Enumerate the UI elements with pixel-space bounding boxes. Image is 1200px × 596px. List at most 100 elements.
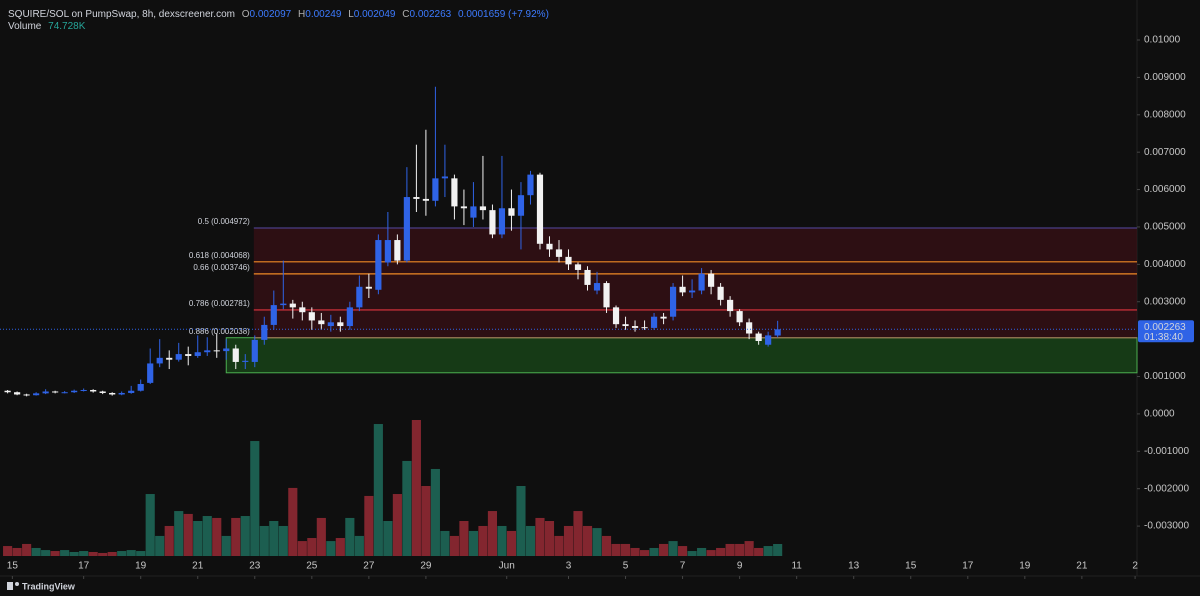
volume-bar (364, 495, 374, 556)
volume-bar (639, 550, 650, 556)
volume-bar (735, 543, 745, 556)
volume-bar (754, 547, 764, 556)
candle-body (137, 384, 144, 391)
volume-bar (430, 468, 440, 556)
candle-body (584, 269, 591, 285)
candle-body (708, 273, 715, 287)
volume-bar (516, 485, 526, 556)
candle-body (394, 240, 401, 261)
candle-body (242, 360, 249, 362)
fib-label: 0.886 (0.002038) (189, 327, 250, 336)
volume-bar (744, 541, 754, 556)
candle-body (251, 339, 258, 362)
volume-bar (202, 516, 212, 556)
volume-bar (459, 520, 469, 556)
volume-bar (212, 517, 222, 556)
candle-body (631, 326, 639, 328)
candle-body (660, 316, 667, 319)
volume-value: 74.728K (48, 21, 86, 32)
volume-bar (630, 547, 640, 556)
x-tick-label: 19 (1019, 561, 1031, 572)
volume-bar (269, 520, 279, 556)
volume-bar (421, 485, 431, 556)
candle-body (346, 307, 353, 327)
volume-bar (316, 517, 326, 556)
ohlc-key: C (402, 9, 409, 20)
x-tick-label: 7 (680, 561, 686, 572)
x-tick-label: 21 (1076, 561, 1088, 572)
volume-bar (411, 420, 421, 556)
change: 0.0001659 (+7.92%) (458, 9, 549, 20)
candle-body (384, 240, 391, 263)
volume-bar (221, 535, 231, 556)
candle-body (536, 174, 544, 244)
volume-bar (136, 551, 146, 556)
y-tick-label: 0.006000 (1144, 184, 1186, 195)
volume-bar (716, 547, 726, 556)
volume-bar (487, 511, 498, 556)
x-tick-label: 5 (623, 561, 629, 572)
candle-body (175, 354, 182, 360)
candle-body (460, 206, 468, 209)
volume-bar (582, 525, 593, 556)
volume-bar (544, 520, 555, 556)
volume-bar (392, 494, 402, 556)
candle-body (765, 335, 772, 345)
volume-bar (240, 516, 250, 556)
volume-bar (535, 517, 545, 556)
volume-bar (60, 550, 70, 556)
candle-body (622, 324, 629, 327)
candle-body (194, 352, 201, 356)
volume-bar (687, 551, 697, 556)
volume-bar (478, 525, 488, 556)
candle-body (99, 391, 106, 393)
y-tick-label: 0.003000 (1144, 296, 1186, 307)
x-tick-label: 11 (791, 561, 802, 572)
volume-bar (601, 535, 612, 556)
volume-legend: Volume 74.728K (8, 21, 86, 32)
candle-body (365, 286, 372, 289)
candle-body (280, 303, 287, 306)
candle-body (736, 311, 743, 323)
candle-body (71, 390, 78, 393)
candle-body (688, 290, 696, 293)
candle-body (356, 286, 363, 308)
volume-bar (373, 424, 383, 556)
volume-bar (259, 525, 269, 556)
y-tick-label: 0.007000 (1144, 147, 1186, 158)
x-tick-label: 3 (566, 561, 572, 572)
candle-body (204, 350, 211, 353)
candle-body (527, 174, 534, 196)
candle-body (451, 178, 458, 207)
legend-header: SQUIRE/SOL on PumpSwap, 8h, dexscreener.… (8, 9, 549, 20)
candle-body (118, 392, 125, 395)
y-tick-label: -0.002000 (1144, 483, 1189, 494)
candle-body (422, 198, 429, 201)
brand: TradingView (7, 581, 76, 591)
volume-bar (611, 543, 621, 556)
fib-zone (253, 228, 1137, 338)
candle-body (128, 390, 135, 393)
volume-bar (31, 547, 41, 556)
volume-bar (117, 551, 127, 556)
y-tick-label: 0.004000 (1144, 259, 1186, 270)
candle-body (337, 322, 344, 327)
volume-bar (506, 530, 517, 556)
x-tick-label: 9 (737, 561, 743, 572)
fib-label: 0.618 (0.004068) (189, 251, 250, 260)
candle-body (508, 208, 515, 216)
volume-bar (278, 525, 288, 556)
volume-bar (592, 528, 602, 556)
candle-body (90, 389, 97, 392)
candle-body (679, 286, 686, 293)
candle-body (223, 348, 230, 352)
x-tick-label: 13 (848, 561, 860, 572)
x-tick-label: 17 (962, 561, 974, 572)
price-badge (1138, 320, 1194, 343)
volume-bar (706, 550, 716, 556)
x-tick-label: 25 (306, 561, 318, 572)
fib-label: 0.786 (0.002781) (189, 299, 250, 308)
candle-body (33, 393, 40, 396)
volume-bar (440, 530, 450, 556)
